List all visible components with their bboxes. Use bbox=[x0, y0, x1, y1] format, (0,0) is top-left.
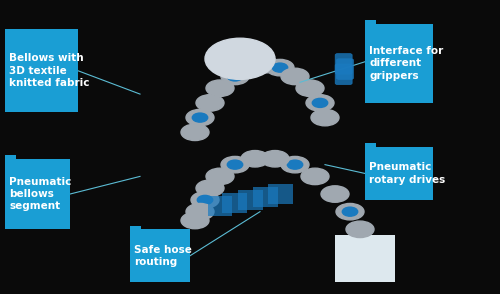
Circle shape bbox=[288, 160, 302, 169]
FancyBboxPatch shape bbox=[335, 54, 352, 74]
FancyBboxPatch shape bbox=[208, 196, 233, 216]
Text: Pneumatic
bellows
segment: Pneumatic bellows segment bbox=[9, 177, 72, 211]
FancyBboxPatch shape bbox=[336, 59, 353, 79]
Circle shape bbox=[181, 212, 209, 229]
Circle shape bbox=[241, 151, 269, 167]
Circle shape bbox=[281, 156, 309, 173]
Circle shape bbox=[196, 95, 224, 111]
FancyBboxPatch shape bbox=[5, 155, 16, 162]
Circle shape bbox=[281, 68, 309, 85]
Circle shape bbox=[236, 59, 264, 76]
FancyBboxPatch shape bbox=[365, 147, 432, 200]
Circle shape bbox=[206, 80, 234, 96]
FancyBboxPatch shape bbox=[365, 143, 376, 150]
Circle shape bbox=[296, 80, 324, 96]
Text: Safe hose
routing: Safe hose routing bbox=[134, 245, 192, 267]
Circle shape bbox=[228, 72, 242, 81]
FancyBboxPatch shape bbox=[268, 184, 292, 204]
FancyBboxPatch shape bbox=[130, 226, 141, 232]
Circle shape bbox=[221, 156, 249, 173]
FancyBboxPatch shape bbox=[335, 235, 395, 282]
Circle shape bbox=[321, 186, 349, 202]
Circle shape bbox=[261, 151, 289, 167]
Text: Pneumatic
rotary drives: Pneumatic rotary drives bbox=[369, 162, 446, 185]
Circle shape bbox=[196, 180, 224, 196]
Circle shape bbox=[312, 98, 328, 107]
Circle shape bbox=[342, 207, 357, 216]
Circle shape bbox=[181, 124, 209, 141]
Circle shape bbox=[311, 109, 339, 126]
FancyBboxPatch shape bbox=[365, 24, 432, 103]
Circle shape bbox=[186, 109, 214, 126]
Text: Bellows with
3D textile
knitted fabric: Bellows with 3D textile knitted fabric bbox=[9, 53, 90, 88]
FancyBboxPatch shape bbox=[335, 64, 352, 85]
Circle shape bbox=[228, 160, 242, 169]
FancyBboxPatch shape bbox=[365, 20, 376, 26]
Circle shape bbox=[198, 196, 212, 204]
Circle shape bbox=[336, 203, 364, 220]
Circle shape bbox=[221, 68, 249, 85]
FancyBboxPatch shape bbox=[5, 29, 16, 35]
Circle shape bbox=[301, 168, 329, 185]
Circle shape bbox=[306, 95, 334, 111]
Circle shape bbox=[192, 113, 208, 122]
FancyBboxPatch shape bbox=[222, 193, 248, 213]
FancyBboxPatch shape bbox=[5, 29, 78, 112]
FancyBboxPatch shape bbox=[238, 190, 262, 210]
Circle shape bbox=[346, 221, 374, 238]
Circle shape bbox=[251, 56, 279, 73]
Circle shape bbox=[191, 192, 219, 208]
Circle shape bbox=[266, 59, 294, 76]
Circle shape bbox=[272, 63, 287, 72]
FancyBboxPatch shape bbox=[130, 229, 190, 282]
Circle shape bbox=[206, 168, 234, 185]
Circle shape bbox=[186, 203, 214, 220]
FancyBboxPatch shape bbox=[252, 187, 278, 207]
FancyBboxPatch shape bbox=[5, 159, 70, 229]
Text: Interface for
different
grippers: Interface for different grippers bbox=[369, 46, 444, 81]
Circle shape bbox=[205, 38, 275, 79]
